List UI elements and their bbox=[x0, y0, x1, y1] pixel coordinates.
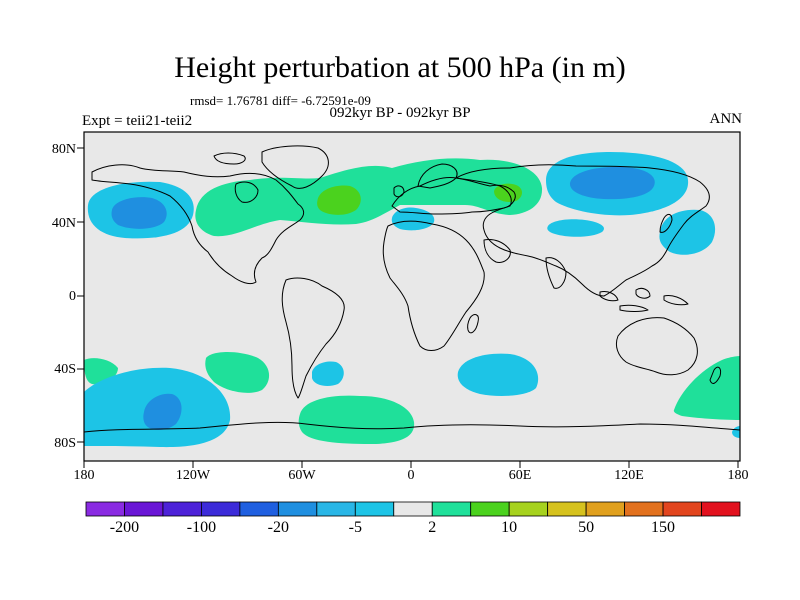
rmsd-diff-stats: rmsd= 1.76781 diff= -6.72591e-09 bbox=[190, 93, 371, 108]
coastline-europe bbox=[391, 177, 516, 215]
lat-label-40n: 40N bbox=[51, 216, 76, 231]
colorbar bbox=[85, 501, 741, 517]
coastlines bbox=[83, 145, 741, 433]
coastline-madagascar bbox=[467, 314, 479, 334]
lat-label-80s: 80S bbox=[54, 436, 76, 451]
neg-region-central-asia bbox=[547, 219, 605, 237]
neg-region-south-indian bbox=[457, 353, 539, 396]
lon-label-180-east: 180 bbox=[727, 468, 749, 483]
coastline-south-america bbox=[281, 277, 345, 399]
neg-region-nw-pacific bbox=[659, 209, 716, 255]
colorbar-label: 10 bbox=[501, 519, 518, 536]
pos-region-antarctic-atlantic bbox=[298, 395, 415, 444]
colorbar-label: 2 bbox=[428, 519, 437, 536]
colorbar-swatch bbox=[585, 501, 625, 517]
coastline-sumatra bbox=[599, 291, 619, 302]
lat-label-40s: 40S bbox=[54, 362, 76, 377]
neg-core-ne-pacific bbox=[111, 197, 167, 229]
colorbar-swatch bbox=[201, 501, 241, 517]
coastline-borneo bbox=[635, 287, 651, 299]
colorbar-label: -100 bbox=[186, 519, 217, 536]
coastline-india bbox=[545, 257, 567, 289]
axis-ticks bbox=[77, 147, 739, 468]
colorbar-label: 50 bbox=[578, 519, 595, 536]
colorbar-swatch bbox=[624, 501, 664, 517]
lat-label-80n: 80N bbox=[51, 142, 76, 157]
colorbar-swatch bbox=[316, 501, 356, 517]
colorbar-swatch bbox=[662, 501, 702, 517]
colorbar-swatch bbox=[162, 501, 202, 517]
colorbar-label: -20 bbox=[267, 519, 289, 536]
coastline-greenland bbox=[261, 145, 329, 189]
coastline-asia bbox=[455, 164, 710, 297]
colorbar-swatch bbox=[354, 501, 395, 517]
coastline-scandinavia bbox=[417, 163, 458, 189]
lon-label-0: 0 bbox=[407, 468, 415, 483]
neg-core-siberia bbox=[569, 166, 655, 200]
neg-region-edge bbox=[732, 426, 740, 438]
experiment-label: Expt = teii21-teii2 bbox=[82, 113, 193, 129]
coastline-hudson-bay bbox=[234, 181, 259, 203]
coastline-arctic-islands bbox=[213, 152, 246, 165]
pos-region-sw-pacific bbox=[673, 356, 740, 420]
pos-core-north-atlantic bbox=[317, 185, 361, 215]
colorbar-swatch bbox=[277, 501, 318, 517]
colorbar-label: -200 bbox=[109, 519, 140, 536]
colorbar-swatch bbox=[124, 501, 164, 517]
map-title: Height perturbation at 500 hPa (in m) bbox=[174, 51, 626, 84]
colorbar-label: 150 bbox=[651, 519, 676, 536]
lon-label-120e: 120E bbox=[614, 468, 644, 483]
coastline-new-zealand bbox=[709, 366, 721, 384]
neg-region-south-atlantic bbox=[312, 361, 344, 386]
colorbar-swatch bbox=[431, 501, 472, 517]
colorbar-swatch bbox=[239, 501, 279, 517]
colorbar-swatch bbox=[85, 501, 125, 517]
coastline-arabia bbox=[483, 239, 511, 263]
pos-region-se-pacific bbox=[205, 352, 270, 393]
coastline-antarctica bbox=[83, 421, 741, 433]
coastline-java bbox=[619, 304, 649, 312]
colorbar-swatch bbox=[470, 501, 510, 517]
colorbar-swatch bbox=[701, 501, 741, 517]
period-label: 092kyr BP - 092kyr BP bbox=[329, 105, 471, 121]
coastline-japan bbox=[659, 213, 673, 233]
coastline-new-guinea bbox=[663, 295, 689, 306]
neg-core-south-pacific bbox=[143, 393, 182, 430]
coastline-british-isles bbox=[393, 185, 405, 198]
coastline-africa bbox=[382, 220, 485, 351]
coastline-north-america bbox=[91, 164, 305, 285]
colorbar-swatch bbox=[393, 501, 433, 517]
colorbar-label: -5 bbox=[348, 519, 362, 536]
season-label: ANN bbox=[709, 111, 743, 127]
coastline-australia bbox=[615, 317, 698, 376]
lon-label-60w: 60W bbox=[288, 468, 316, 483]
lat-label-0: 0 bbox=[69, 289, 76, 304]
lon-label-180-west: 180 bbox=[73, 468, 95, 483]
lon-label-120w: 120W bbox=[175, 468, 211, 483]
lon-label-60e: 60E bbox=[508, 468, 532, 483]
colorbar-swatch bbox=[547, 501, 587, 517]
colorbar-swatch bbox=[508, 501, 549, 517]
